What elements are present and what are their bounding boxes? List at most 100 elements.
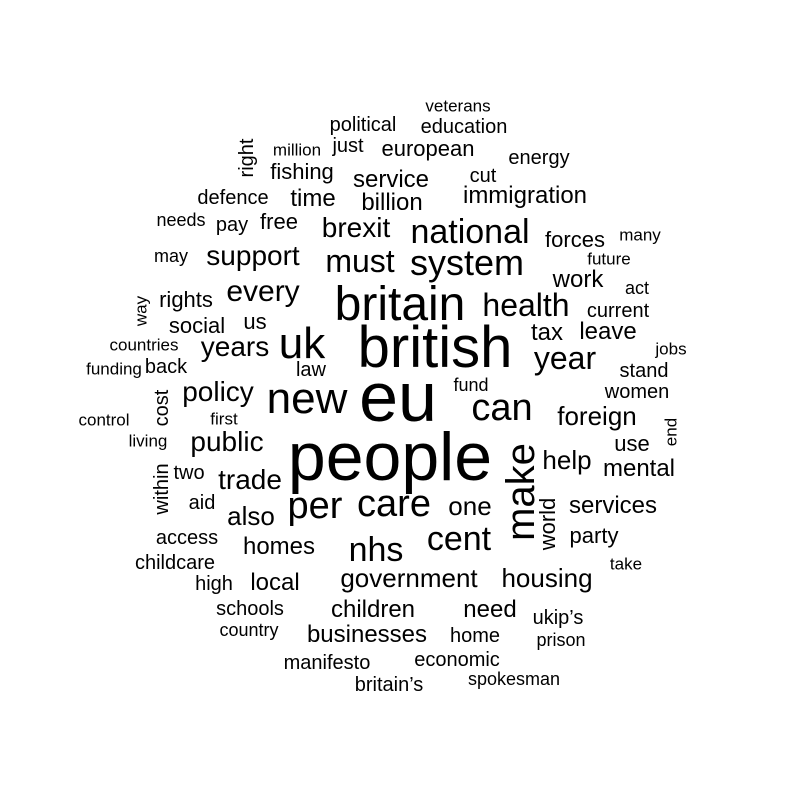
word: time (290, 185, 336, 212)
word: countries (109, 335, 179, 355)
word: service (352, 166, 430, 193)
word: fund (453, 375, 489, 395)
word: must (325, 243, 395, 279)
word: years (200, 331, 270, 362)
word: leave (579, 318, 637, 345)
word: veterans (425, 96, 491, 116)
word: social (168, 313, 226, 338)
word: take (609, 554, 643, 574)
word: right (236, 138, 258, 178)
word: year (533, 340, 597, 376)
word: two (173, 462, 205, 484)
word: aid (188, 492, 216, 514)
word: current (586, 300, 650, 322)
word: eu (359, 358, 437, 436)
word: childcare (134, 552, 216, 574)
word: government (340, 563, 478, 593)
word: can (471, 387, 533, 429)
word: mental (602, 455, 676, 482)
word: future (587, 249, 631, 269)
word: foreign (557, 401, 637, 431)
word: homes (242, 533, 316, 560)
word: access (155, 527, 219, 549)
word: living (128, 431, 168, 451)
word: britain (334, 278, 466, 331)
word: help (542, 445, 592, 475)
word: schools (216, 598, 284, 620)
word: party (569, 523, 619, 548)
word: may (153, 246, 189, 266)
word: rights (159, 287, 213, 312)
word: first (210, 409, 238, 429)
word: support (206, 240, 300, 271)
word: pay (215, 214, 249, 236)
word: uk (278, 319, 326, 368)
word: every (226, 275, 300, 308)
word: cut (469, 165, 497, 187)
word: trade (218, 464, 282, 495)
word: britain’s (354, 674, 424, 696)
word: funding (86, 359, 142, 379)
word: just (332, 135, 364, 157)
word: women (604, 381, 670, 403)
word: nhs (348, 531, 404, 569)
word: use (614, 431, 650, 456)
word: us (243, 309, 267, 334)
word: work (552, 266, 604, 293)
word: defence (197, 187, 269, 209)
word: stand (619, 360, 669, 382)
word: national (410, 213, 530, 251)
word: health (482, 287, 570, 323)
word: world (535, 497, 560, 551)
word: public (190, 426, 264, 457)
word: cent (426, 520, 492, 558)
word: control (78, 410, 130, 430)
word: children (330, 596, 416, 623)
word: act (624, 278, 650, 298)
word: local (250, 569, 300, 596)
word: also (227, 501, 275, 531)
word: care (357, 483, 431, 525)
word: forces (545, 227, 605, 252)
word: one (448, 491, 492, 521)
word: spokesman (467, 669, 561, 689)
word: manifesto (283, 652, 371, 674)
word: per (287, 485, 343, 527)
word: million (272, 140, 322, 160)
word: law (295, 359, 327, 381)
word: jobs (655, 339, 687, 359)
word: businesses (306, 621, 428, 648)
word: back (144, 356, 188, 378)
word: people (287, 419, 493, 495)
word: tax (530, 319, 564, 346)
word: need (463, 596, 517, 623)
word: end (661, 417, 681, 447)
word: services (568, 492, 658, 519)
word: economic (414, 649, 500, 671)
word: fishing (270, 159, 334, 184)
word: needs (156, 210, 206, 230)
word: free (260, 209, 298, 234)
word: ukip’s (532, 607, 584, 629)
word: high (195, 573, 233, 595)
word: brexit (321, 212, 391, 243)
word: political (329, 114, 397, 136)
word: british (357, 315, 513, 380)
word: country (219, 620, 279, 640)
word: new (266, 374, 348, 423)
word: energy (508, 147, 570, 169)
word: cost (151, 389, 173, 427)
word: european (381, 136, 475, 161)
word: home (449, 625, 501, 647)
word: housing (501, 563, 593, 593)
word: prison (536, 630, 586, 650)
word: immigration (462, 182, 588, 209)
word: way (131, 295, 151, 327)
word: billion (361, 189, 423, 216)
word: education (420, 116, 508, 138)
word: policy (182, 376, 254, 407)
word: many (619, 225, 661, 245)
word: within (151, 463, 173, 515)
word: system (409, 242, 525, 283)
